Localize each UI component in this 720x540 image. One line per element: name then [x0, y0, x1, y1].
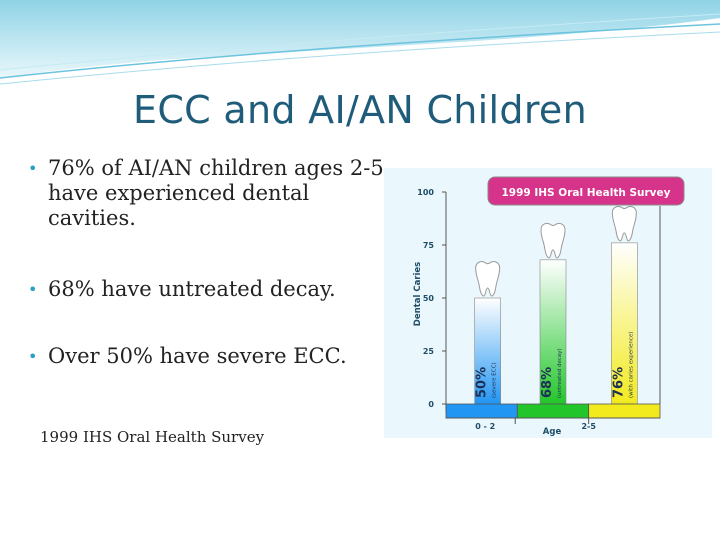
bar-note: (untreated decay) — [557, 348, 563, 398]
y-tick-label: 50 — [423, 294, 435, 303]
y-axis-label: Dental Caries — [413, 262, 423, 326]
bullet-item: • Over 50% have severe ECC. — [26, 344, 396, 369]
bullet-text: 76% of AI/AN children ages 2-5 have expe… — [48, 156, 384, 230]
base-block-0 — [445, 403, 518, 419]
bar-2 — [611, 242, 638, 405]
base-block-1 — [516, 403, 590, 419]
header-wave-decoration — [0, 0, 720, 85]
bar-note: (severe ECC) — [492, 362, 498, 398]
y-tick-label: 75 — [423, 241, 435, 250]
tooth-icon — [475, 261, 501, 297]
chart-title-banner: 1999 IHS Oral Health Survey — [487, 176, 685, 206]
y-tick-label: 0 — [428, 400, 434, 409]
bar-value-label: 76% — [611, 367, 626, 398]
bullet-text: 68% have untreated decay. — [48, 277, 336, 301]
bar-value-label: 50% — [475, 367, 490, 398]
y-tick-label: 25 — [423, 347, 435, 356]
x-tick-label: 0 - 2 — [475, 422, 495, 431]
bullet-dot-icon: • — [28, 159, 38, 178]
bullet-list: • 76% of AI/AN children ages 2-5 have ex… — [26, 156, 396, 369]
bullet-dot-icon: • — [28, 347, 38, 366]
y-tick-label: 100 — [417, 188, 434, 197]
source-caption: 1999 IHS Oral Health Survey — [40, 428, 265, 446]
base-block-2 — [588, 403, 661, 419]
tooth-icon — [611, 206, 637, 242]
slide-title: ECC and AI/AN Children — [133, 88, 587, 132]
x-tick-label: 2-5 — [581, 422, 596, 431]
bar-value-label: 68% — [540, 367, 555, 398]
x-axis-label: Age — [543, 427, 562, 437]
bar-0 — [474, 297, 501, 405]
bullet-item: • 76% of AI/AN children ages 2-5 have ex… — [26, 156, 396, 231]
bullet-item: • 68% have untreated decay. — [26, 277, 396, 302]
bullet-text: Over 50% have severe ECC. — [48, 344, 347, 368]
bullet-dot-icon: • — [28, 280, 38, 299]
tooth-icon — [540, 223, 566, 259]
chart-title: 1999 IHS Oral Health Survey — [501, 187, 670, 199]
caries-bar-chart: 1999 IHS Oral Health Survey Dental Carie… — [384, 168, 712, 438]
bar-1 — [539, 259, 567, 405]
bar-note: (with caries experience) — [628, 332, 634, 398]
